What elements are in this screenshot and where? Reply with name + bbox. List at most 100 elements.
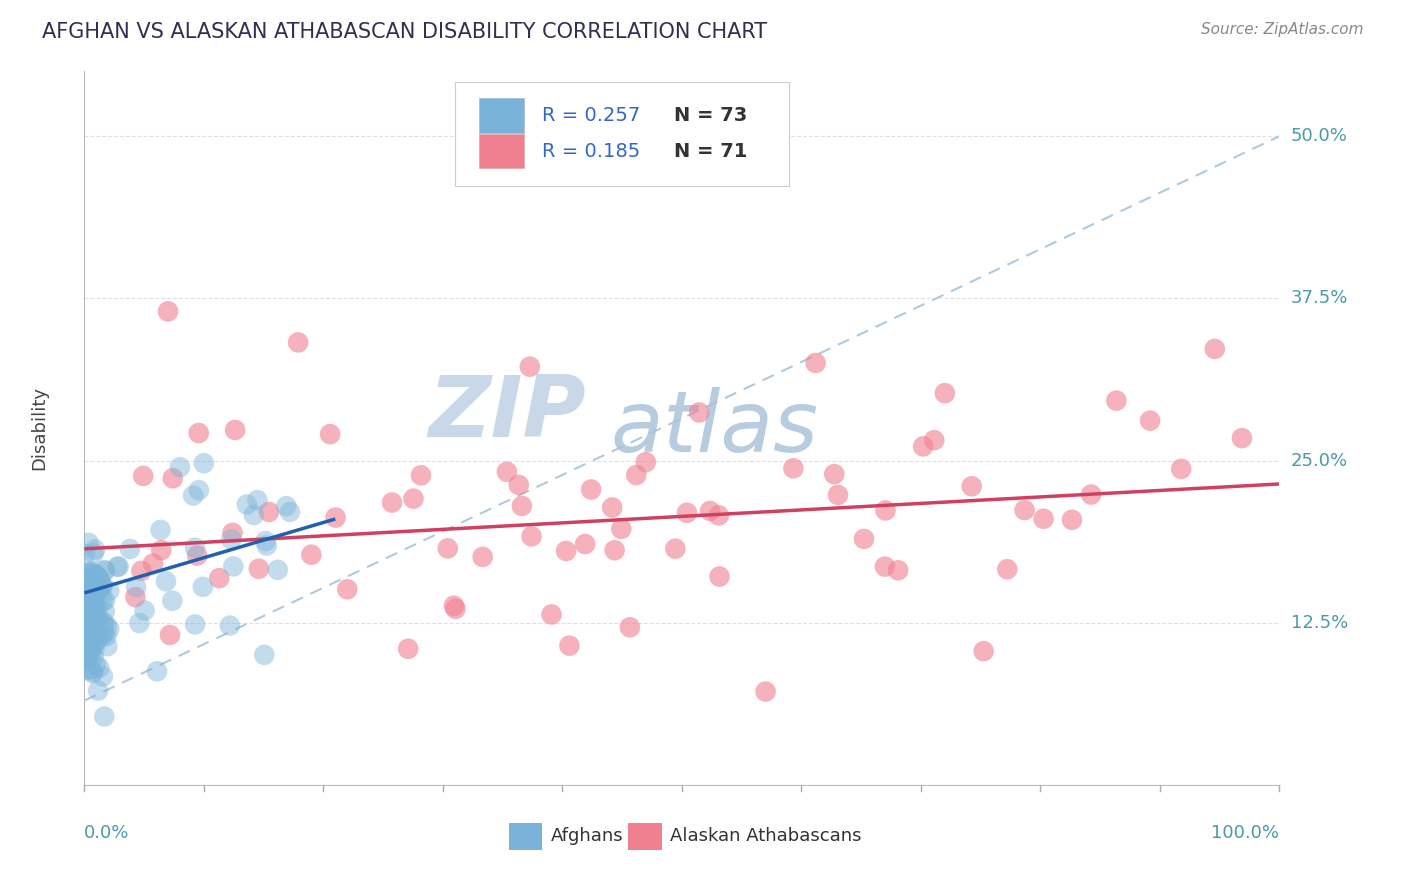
Point — [76, 611, 98, 625]
Point — [804, 356, 827, 370]
Point — [193, 456, 215, 470]
Point — [76, 593, 98, 607]
Text: 12.5%: 12.5% — [1291, 614, 1348, 632]
Point — [79, 662, 101, 676]
Point — [634, 455, 657, 469]
Point — [299, 548, 322, 562]
Point — [267, 563, 290, 577]
Point — [610, 522, 633, 536]
Point — [619, 620, 641, 634]
Point — [91, 669, 114, 683]
Point — [75, 629, 97, 643]
Point — [79, 587, 101, 601]
Point — [82, 572, 104, 586]
Point — [87, 612, 110, 626]
Point — [84, 608, 107, 623]
Point — [142, 557, 165, 571]
Point — [73, 547, 96, 561]
Point — [76, 612, 98, 626]
Point — [84, 567, 107, 582]
Point — [222, 559, 245, 574]
Point — [76, 607, 98, 621]
Point — [77, 596, 100, 610]
Point — [253, 648, 276, 662]
Point — [82, 638, 104, 652]
Text: Alaskan Athabascans: Alaskan Athabascans — [671, 828, 862, 846]
Point — [79, 646, 101, 660]
Point — [381, 495, 404, 509]
Point — [1032, 512, 1054, 526]
Point — [755, 684, 778, 698]
Point — [75, 646, 97, 660]
Point — [157, 304, 180, 318]
Point — [80, 591, 103, 605]
Point — [73, 602, 96, 616]
Point — [80, 567, 103, 582]
Point — [80, 646, 103, 660]
Point — [402, 491, 425, 506]
Point — [79, 643, 101, 657]
Point — [224, 423, 246, 437]
Point — [912, 439, 935, 453]
Point — [76, 609, 98, 624]
Point — [86, 582, 108, 596]
Point — [600, 500, 623, 515]
Point — [80, 606, 103, 620]
Point — [105, 559, 128, 574]
Point — [128, 615, 150, 630]
Point — [91, 629, 114, 643]
Point — [98, 622, 121, 636]
Point — [676, 506, 699, 520]
Text: atlas: atlas — [610, 386, 818, 470]
Point — [149, 523, 172, 537]
Point — [626, 468, 648, 483]
Point — [91, 617, 114, 632]
Point — [276, 499, 298, 513]
Point — [77, 653, 100, 667]
Point — [852, 532, 875, 546]
Point — [396, 641, 419, 656]
Point — [922, 433, 945, 447]
Point — [79, 619, 101, 633]
Point — [159, 628, 181, 642]
Point — [555, 544, 578, 558]
Point — [93, 604, 115, 618]
Point — [93, 709, 115, 723]
Point — [508, 478, 530, 492]
Point — [77, 627, 100, 641]
Point — [84, 599, 107, 614]
FancyBboxPatch shape — [456, 82, 790, 186]
Point — [82, 665, 104, 679]
Point — [89, 581, 111, 595]
Point — [76, 571, 98, 585]
Point — [187, 425, 209, 440]
Point — [73, 620, 96, 634]
Point — [77, 566, 100, 580]
Point — [89, 661, 111, 675]
Point — [124, 590, 146, 604]
Point — [77, 536, 100, 550]
Point — [75, 597, 97, 611]
Point — [1105, 393, 1128, 408]
Text: Disability: Disability — [31, 386, 48, 470]
Point — [93, 615, 115, 630]
Point — [887, 563, 910, 577]
Point — [540, 607, 562, 622]
Point — [79, 583, 101, 598]
Text: N = 71: N = 71 — [673, 142, 747, 161]
Point — [76, 620, 98, 634]
Point — [79, 566, 101, 580]
Point — [221, 525, 243, 540]
Point — [82, 587, 104, 601]
Point — [187, 483, 209, 498]
Text: 50.0%: 50.0% — [1291, 128, 1347, 145]
Point — [86, 632, 108, 647]
Point — [181, 489, 204, 503]
Point — [191, 580, 214, 594]
Point — [96, 639, 118, 653]
Point — [76, 618, 98, 632]
Bar — [509, 822, 543, 850]
Point — [76, 599, 98, 613]
Point — [76, 652, 98, 666]
Point — [77, 572, 100, 586]
